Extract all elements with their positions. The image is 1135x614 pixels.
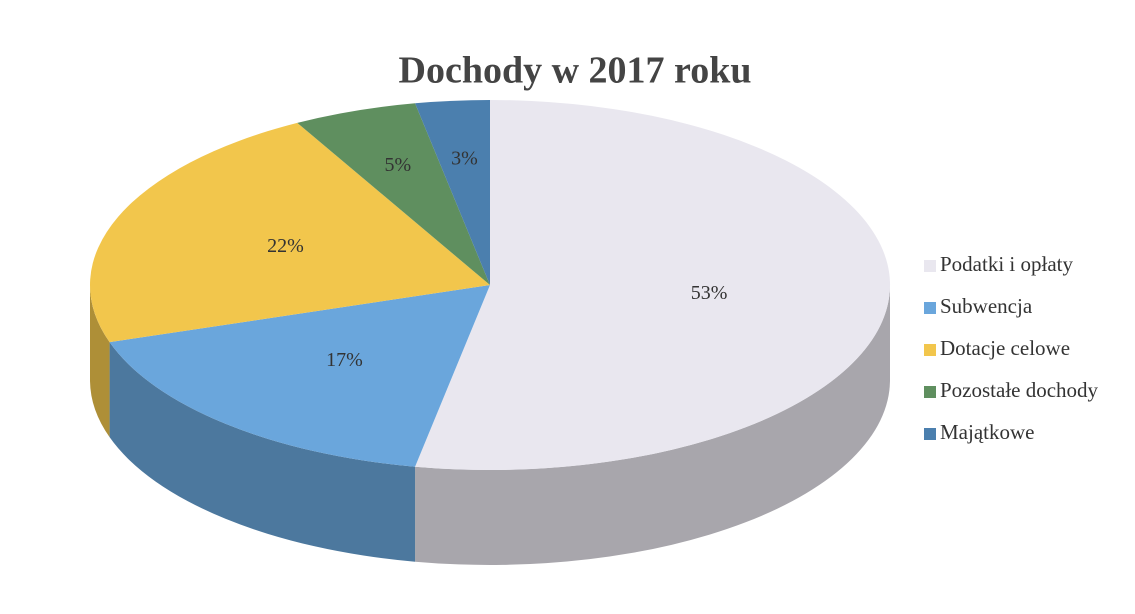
legend-label: Subwencja: [940, 294, 1033, 318]
chart-title: Dochody w 2017 roku: [399, 50, 752, 92]
legend-swatch: [924, 386, 936, 398]
slice: [297, 103, 490, 285]
legend-label: Dotacje celowe: [940, 336, 1070, 360]
slice: [89, 122, 490, 343]
data-label: 5%: [385, 154, 412, 176]
slice: [109, 285, 490, 467]
legend-label: Podatki i opłaty: [940, 252, 1073, 276]
data-label: 53%: [691, 282, 728, 304]
legend-swatch: [924, 428, 936, 440]
legend-label: Majątkowe: [940, 420, 1034, 444]
legend-swatch: [924, 344, 936, 356]
legend-swatch: [924, 260, 936, 272]
slice-side: [90, 285, 110, 438]
data-label: 17%: [326, 349, 363, 371]
slice-side: [109, 342, 416, 562]
slice-side: [415, 285, 890, 565]
legend-swatch: [924, 302, 936, 314]
legend-label: Pozostałe dochody: [940, 378, 1099, 402]
slice: [415, 100, 891, 470]
slice: [415, 100, 490, 285]
data-label: 22%: [267, 235, 304, 257]
data-label: 3%: [451, 147, 478, 169]
